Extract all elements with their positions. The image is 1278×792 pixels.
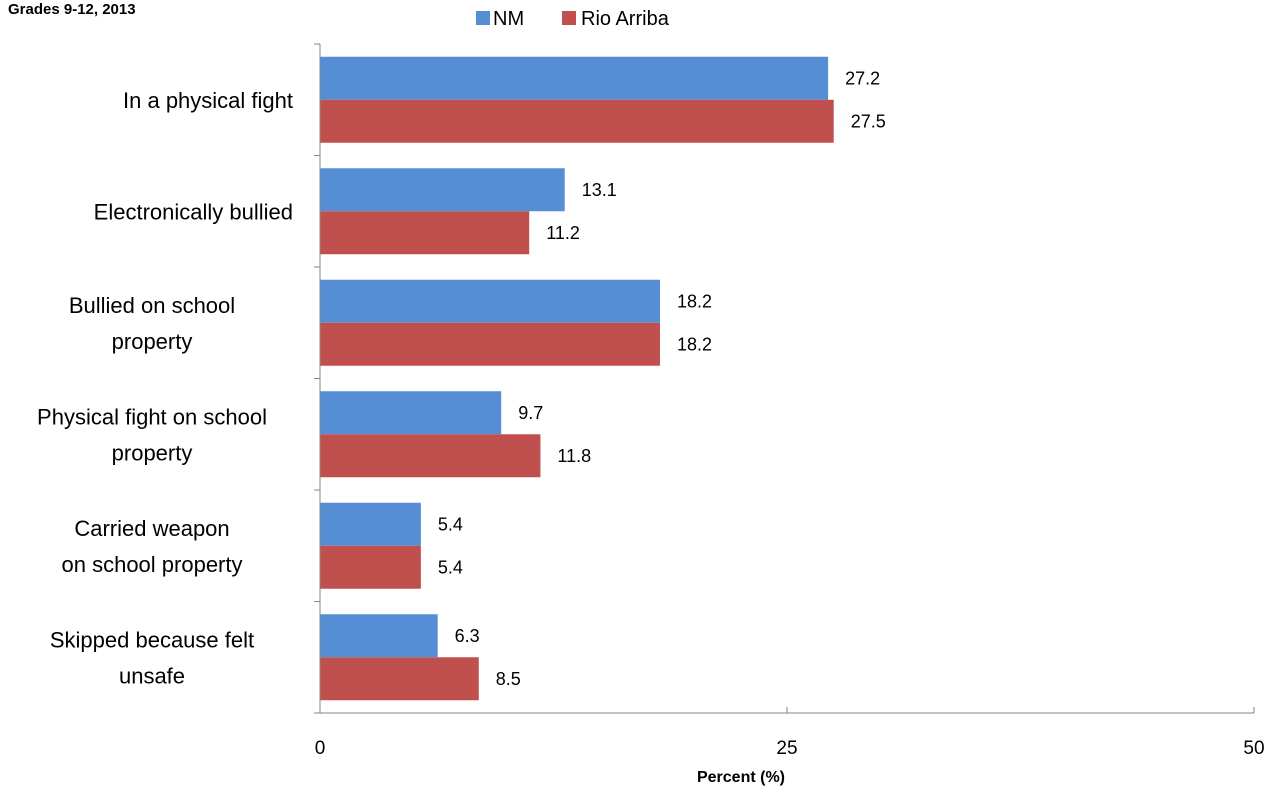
data-label: 5.4	[438, 557, 463, 577]
data-label: 18.2	[677, 291, 712, 311]
bar-nm	[320, 391, 502, 435]
category-label: In a physical fight	[123, 88, 293, 113]
category-label: Bullied on school	[69, 293, 235, 318]
data-label: 27.2	[845, 68, 880, 88]
bars: 27.2 27.5 13.1 11.2 18.2 18.2 9.7 11.8 5.4 5.4 6.3…	[320, 56, 886, 701]
chart-subtitle: Grades 9-12, 2013	[8, 1, 136, 18]
data-label: 11.8	[557, 446, 591, 466]
category-label: property	[112, 329, 193, 354]
bar-nm	[320, 279, 660, 323]
legend-swatch-nm	[476, 11, 490, 25]
bar-nm	[320, 614, 438, 658]
bar-nm	[320, 168, 565, 212]
bar-rio-arriba	[320, 657, 479, 701]
category-label: on school property	[62, 552, 243, 577]
data-label: 5.4	[438, 514, 463, 534]
category-label: Carried weapon	[74, 516, 229, 541]
category-label: Skipped because felt	[50, 627, 254, 652]
bar-nm	[320, 502, 421, 546]
legend-swatch-rio-arriba	[562, 11, 576, 25]
data-label: 9.7	[518, 403, 543, 423]
x-tick-label: 25	[776, 738, 797, 759]
legend-label-rio-arriba: Rio Arriba	[581, 8, 670, 30]
bar-rio-arriba	[320, 99, 834, 143]
x-axis-title: Percent (%)	[697, 769, 785, 786]
data-label: 13.1	[582, 180, 617, 200]
axes: In a physical fight Electronically bullie…	[37, 43, 1265, 759]
data-label: 27.5	[851, 111, 886, 131]
x-tick-label: 0	[315, 738, 326, 759]
x-tick-label: 50	[1243, 738, 1264, 759]
category-label: Electronically bullied	[94, 199, 293, 224]
data-label: 11.2	[546, 223, 580, 243]
legend-label-nm: NM	[493, 8, 524, 30]
data-label: 18.2	[677, 334, 712, 354]
data-label: 8.5	[496, 669, 521, 689]
bar-nm	[320, 56, 829, 100]
bar-rio-arriba	[320, 322, 660, 366]
category-label: Physical fight on school	[37, 404, 267, 429]
category-label: unsafe	[119, 663, 185, 688]
category-label: property	[112, 440, 193, 465]
data-label: 6.3	[455, 626, 480, 646]
bar-rio-arriba	[320, 211, 530, 255]
legend: NM Rio Arriba	[476, 8, 670, 30]
bar-rio-arriba	[320, 545, 421, 589]
bar-rio-arriba	[320, 434, 541, 478]
